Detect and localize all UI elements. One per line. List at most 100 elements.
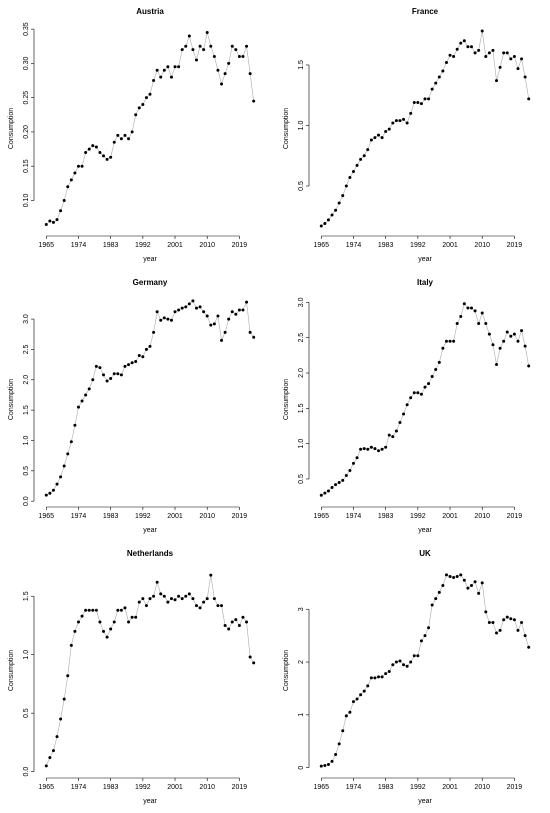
data-point	[173, 310, 177, 314]
x-tick-label: 1965	[314, 513, 330, 520]
data-point	[166, 600, 170, 604]
y-tick-label: 3	[298, 607, 305, 611]
data-point	[516, 67, 520, 71]
data-point	[127, 137, 131, 141]
data-point	[212, 322, 216, 326]
data-point	[177, 65, 181, 69]
data-point	[387, 127, 391, 131]
data-point	[234, 312, 238, 316]
y-tick-label: 0.5	[23, 466, 30, 476]
data-point	[380, 136, 384, 140]
data-point	[384, 130, 388, 134]
data-point	[487, 620, 491, 624]
data-point	[495, 363, 499, 367]
data-point	[473, 580, 477, 584]
data-point	[223, 72, 227, 76]
data-point	[194, 306, 198, 310]
series-line	[321, 303, 529, 496]
data-point	[369, 445, 373, 449]
data-point	[166, 65, 170, 69]
data-point	[191, 597, 195, 601]
x-tick-label: 2010	[474, 784, 490, 791]
data-point	[202, 48, 206, 52]
data-point	[437, 75, 441, 79]
data-point	[341, 729, 345, 733]
y-tick-label: 0.30	[23, 56, 30, 70]
data-point	[412, 100, 416, 104]
data-point	[341, 478, 345, 482]
data-point	[377, 675, 381, 679]
data-point	[184, 305, 188, 309]
data-point	[373, 136, 377, 140]
data-point	[509, 334, 513, 338]
data-point	[484, 322, 488, 326]
data-point	[76, 164, 80, 168]
data-point	[405, 121, 409, 125]
data-point	[487, 51, 491, 55]
data-point	[459, 314, 463, 318]
data-point	[462, 39, 466, 43]
data-point	[359, 447, 363, 451]
data-point	[137, 106, 141, 110]
data-point	[152, 79, 156, 83]
data-point	[366, 684, 370, 688]
data-point	[326, 218, 330, 222]
data-point	[427, 97, 431, 101]
x-tick-label: 1974	[71, 784, 87, 791]
data-point	[477, 591, 481, 595]
data-point	[230, 44, 234, 48]
data-point	[391, 663, 395, 667]
data-point	[398, 420, 402, 424]
data-point	[180, 48, 184, 52]
y-tick-label: 1.0	[298, 121, 305, 131]
data-point	[144, 347, 148, 351]
data-point	[419, 102, 423, 106]
data-point	[419, 392, 423, 396]
data-point	[44, 493, 48, 497]
data-point	[466, 586, 470, 590]
data-point	[148, 344, 152, 348]
data-point	[348, 710, 352, 714]
data-point	[237, 623, 241, 627]
data-point	[198, 44, 202, 48]
data-point	[94, 145, 98, 149]
data-point	[230, 310, 234, 314]
data-point	[369, 676, 373, 680]
x-axis-label: year	[143, 527, 157, 534]
data-point	[76, 405, 80, 409]
data-point	[512, 332, 516, 336]
y-tick-label: 0.0	[23, 767, 30, 777]
x-tick-label: 1965	[314, 242, 330, 249]
x-axis-label: year	[143, 256, 157, 263]
data-point	[369, 138, 373, 142]
y-tick-label: 2.0	[23, 375, 30, 385]
data-point	[326, 489, 330, 493]
data-point	[248, 72, 252, 76]
data-point	[512, 618, 516, 622]
data-point	[405, 403, 409, 407]
x-tick-label: 2019	[232, 513, 248, 520]
data-point	[516, 628, 520, 632]
data-point	[505, 51, 509, 55]
data-point	[351, 461, 355, 465]
data-point	[359, 693, 363, 697]
data-point	[448, 575, 452, 579]
data-point	[91, 144, 95, 148]
x-tick-label: 1983	[103, 513, 119, 520]
data-point	[337, 481, 341, 485]
data-point	[416, 654, 420, 658]
data-point	[427, 382, 431, 386]
data-point	[434, 81, 438, 85]
data-point	[205, 314, 209, 318]
data-point	[248, 330, 252, 334]
series-line	[321, 30, 529, 227]
x-tick-label: 2010	[474, 242, 490, 249]
data-point	[319, 493, 323, 497]
data-point	[334, 752, 338, 756]
data-point	[523, 344, 527, 348]
data-point	[116, 133, 120, 137]
data-point	[187, 592, 191, 596]
data-point	[152, 594, 156, 598]
x-tick-label: 1965	[39, 242, 55, 249]
x-tick-label: 2010	[199, 242, 215, 249]
